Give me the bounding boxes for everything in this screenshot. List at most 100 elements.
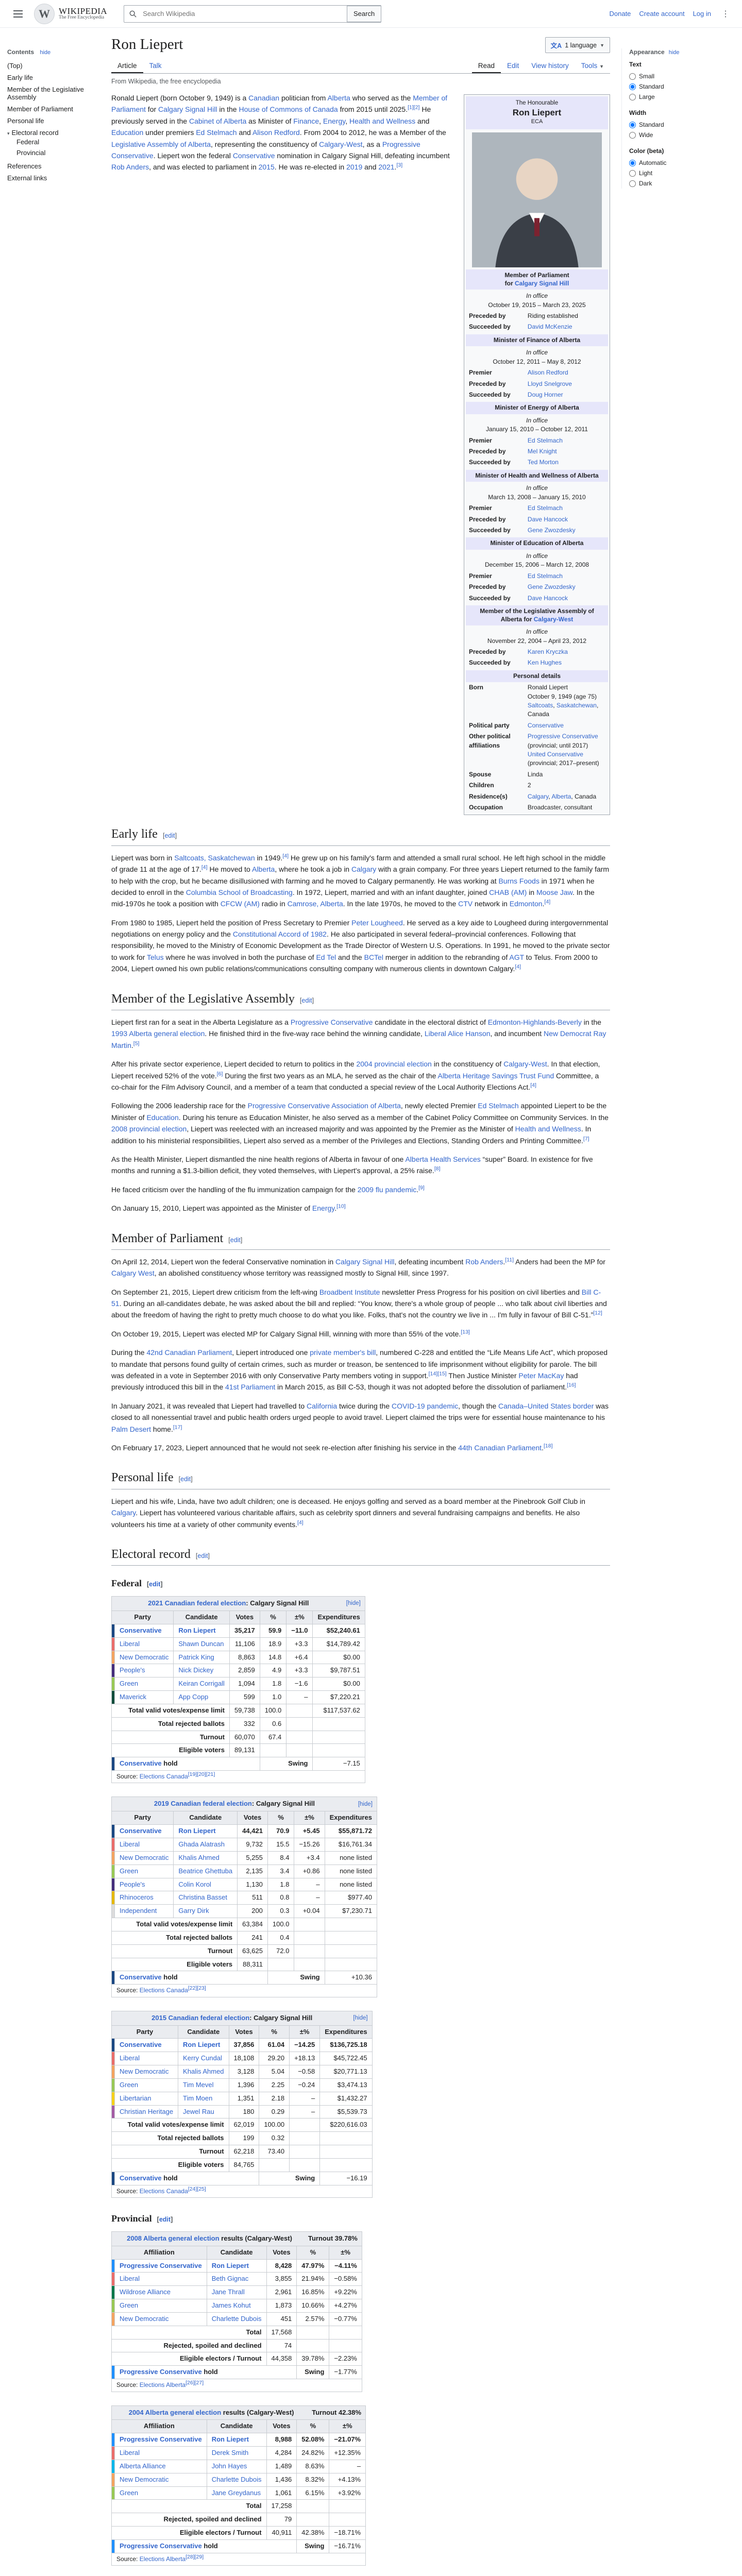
radio-button[interactable] <box>629 93 636 100</box>
ref-link[interactable]: [17] <box>173 1423 182 1430</box>
ref-link[interactable]: [6] <box>216 1070 223 1077</box>
ref-link[interactable]: [19] <box>188 1771 197 1778</box>
party-link[interactable]: New Democratic <box>120 2067 169 2076</box>
wiki-link[interactable]: Finance <box>293 116 319 125</box>
candidate-link[interactable]: Ron Liepert <box>183 2041 221 2049</box>
wiki-link[interactable]: Dave Hancock <box>527 515 568 523</box>
wiki-link[interactable]: Moose Jaw <box>536 888 573 896</box>
toc-item[interactable]: References <box>7 162 42 170</box>
wiki-link[interactable]: Alison Redford <box>527 369 568 377</box>
candidate-link[interactable]: Derek Smith <box>211 2449 249 2457</box>
ref-link[interactable]: [25] <box>197 2185 206 2192</box>
wiki-link[interactable]: Alison Redford <box>252 128 300 137</box>
appearance-option[interactable]: Standard <box>629 120 730 130</box>
wiki-link[interactable]: Energy <box>312 1204 335 1213</box>
wiki-link[interactable]: Conservative <box>120 2174 162 2182</box>
candidate-link[interactable]: Ron Liepert <box>178 1626 216 1634</box>
wiki-link[interactable]: Calgary <box>351 865 377 874</box>
party-link[interactable]: Conservative <box>120 2041 162 2049</box>
candidate-link[interactable]: Shawn Duncan <box>178 1639 224 1648</box>
ref-link[interactable]: [8] <box>434 1165 441 1172</box>
tab-tools[interactable]: Tools ▼ <box>581 62 604 70</box>
candidate-link[interactable]: Kerry Cundal <box>183 2054 222 2062</box>
wiki-link[interactable]: Dave Hancock <box>527 594 568 602</box>
wiki-link[interactable]: Liberal <box>424 1029 446 1038</box>
candidate-link[interactable]: Jane Greydanus <box>211 2488 261 2497</box>
wiki-link[interactable]: Ed Stelmach <box>478 1101 519 1110</box>
wiki-link[interactable]: Progressive Conservative Association of … <box>247 1101 401 1110</box>
wiki-link[interactable]: Alberta Heritage Savings Trust Fund <box>437 1071 554 1080</box>
wiki-link[interactable]: Education <box>111 128 144 137</box>
wiki-link[interactable]: Camrose, Alberta <box>287 900 343 908</box>
wiki-link[interactable]: Alberta Health Services <box>405 1155 481 1163</box>
wiki-link[interactable]: Canada–United States border <box>498 1401 594 1410</box>
radio-button[interactable] <box>629 170 636 177</box>
wiki-link[interactable]: Elections Alberta <box>139 2381 186 2389</box>
candidate-link[interactable]: Beth Gignac <box>211 2275 249 2283</box>
ref-link[interactable]: [11] <box>505 1257 514 1263</box>
ref-link[interactable]: [4] <box>297 1519 303 1526</box>
appearance-option[interactable]: Automatic <box>629 158 730 168</box>
wiki-link[interactable]: 2008 Alberta general election <box>127 2234 220 2242</box>
party-link[interactable]: Progressive Conservative <box>120 2435 202 2444</box>
party-link[interactable]: People's <box>120 1880 145 1888</box>
party-link[interactable]: Green <box>120 2080 139 2089</box>
toc-item[interactable]: Member of Parliament <box>7 105 73 113</box>
table-hide-link[interactable]: [hide] <box>353 2014 368 2021</box>
party-link[interactable]: Green <box>120 2488 139 2497</box>
wiki-link[interactable]: BCTel <box>364 953 383 961</box>
wiki-link[interactable]: AGT <box>509 953 524 961</box>
ref-link[interactable]: [4] <box>201 864 208 871</box>
contents-hide-link[interactable]: hide <box>40 49 51 56</box>
wiki-link[interactable]: Doug Horner <box>527 391 563 398</box>
tab-article[interactable]: Article <box>111 58 143 73</box>
candidate-link[interactable]: Colin Korol <box>178 1880 211 1888</box>
candidate-link[interactable]: James Kohut <box>211 2301 251 2310</box>
wiki-link[interactable]: Saskatchewan <box>556 702 597 709</box>
wiki-link[interactable]: 2021 <box>378 163 395 172</box>
edit-link[interactable]: edit <box>230 1236 241 1244</box>
wiki-link[interactable]: 1993 Alberta general election <box>111 1029 205 1038</box>
wiki-link[interactable]: Edmonton-Highlands-Beverly <box>487 1018 582 1027</box>
wiki-link[interactable]: private member's bill <box>310 1348 376 1357</box>
wiki-link[interactable]: 2009 flu pandemic <box>357 1185 417 1194</box>
toc-item[interactable]: External links <box>7 174 47 182</box>
toc-subitem[interactable]: Provincial <box>16 149 46 157</box>
wiki-link[interactable]: COVID-19 pandemic <box>392 1401 459 1410</box>
wiki-link[interactable]: 2019 Canadian federal election <box>154 1800 252 1808</box>
toc-item[interactable]: (Top) <box>7 62 23 70</box>
toc-expand-icon[interactable]: ▾ <box>7 131 10 136</box>
ref-link[interactable]: [4] <box>544 899 551 905</box>
wiki-link[interactable]: Elections Canada <box>139 1987 188 1994</box>
wiki-link[interactable]: David McKenzie <box>527 323 572 331</box>
candidate-link[interactable]: Nick Dickey <box>178 1666 214 1674</box>
party-link[interactable]: New Democratic <box>120 2314 169 2323</box>
wiki-link[interactable]: Elections Alberta <box>139 2555 186 2563</box>
wiki-link[interactable]: Karen Kryczka <box>527 648 568 655</box>
wiki-link[interactable]: Gene Zwozdesky <box>527 583 576 591</box>
wiki-link[interactable]: Lloyd Snelgrove <box>527 380 572 387</box>
candidate-link[interactable]: Garry Dirk <box>178 1907 209 1915</box>
wiki-link[interactable]: Burns Foods <box>498 876 539 885</box>
wiki-link[interactable]: 2004 provincial election <box>356 1060 432 1069</box>
edit-link[interactable]: edit <box>197 1552 208 1560</box>
ref-link[interactable]: [12] <box>593 1310 602 1316</box>
radio-button[interactable] <box>629 180 636 187</box>
tab-talk[interactable]: Talk <box>149 62 162 70</box>
more-options-button[interactable]: ⋮ <box>718 8 733 20</box>
radio-button[interactable] <box>629 73 636 80</box>
wiki-link[interactable]: Saltcoats, Saskatchewan <box>174 853 255 862</box>
wiki-link[interactable]: 2021 Canadian federal election <box>148 1599 246 1607</box>
ref-link[interactable]: [16] <box>567 1382 576 1388</box>
wiki-link[interactable]: Ken Hughes <box>527 659 562 667</box>
wiki-link[interactable]: Alice Hanson <box>448 1029 491 1038</box>
ref-link[interactable]: [14] <box>428 1370 438 1377</box>
wiki-link[interactable]: 2015 Canadian federal election <box>151 2013 250 2022</box>
candidate-link[interactable]: Patrick King <box>178 1653 214 1661</box>
wiki-link[interactable]: 42nd Canadian Parliament <box>146 1348 232 1357</box>
wiki-link[interactable]: Alberta <box>251 865 275 874</box>
wiki-link[interactable]: CTV <box>458 900 473 908</box>
search-button[interactable]: Search <box>347 5 382 22</box>
ref-link[interactable]: [21] <box>206 1771 215 1778</box>
party-link[interactable]: Green <box>120 2301 139 2310</box>
